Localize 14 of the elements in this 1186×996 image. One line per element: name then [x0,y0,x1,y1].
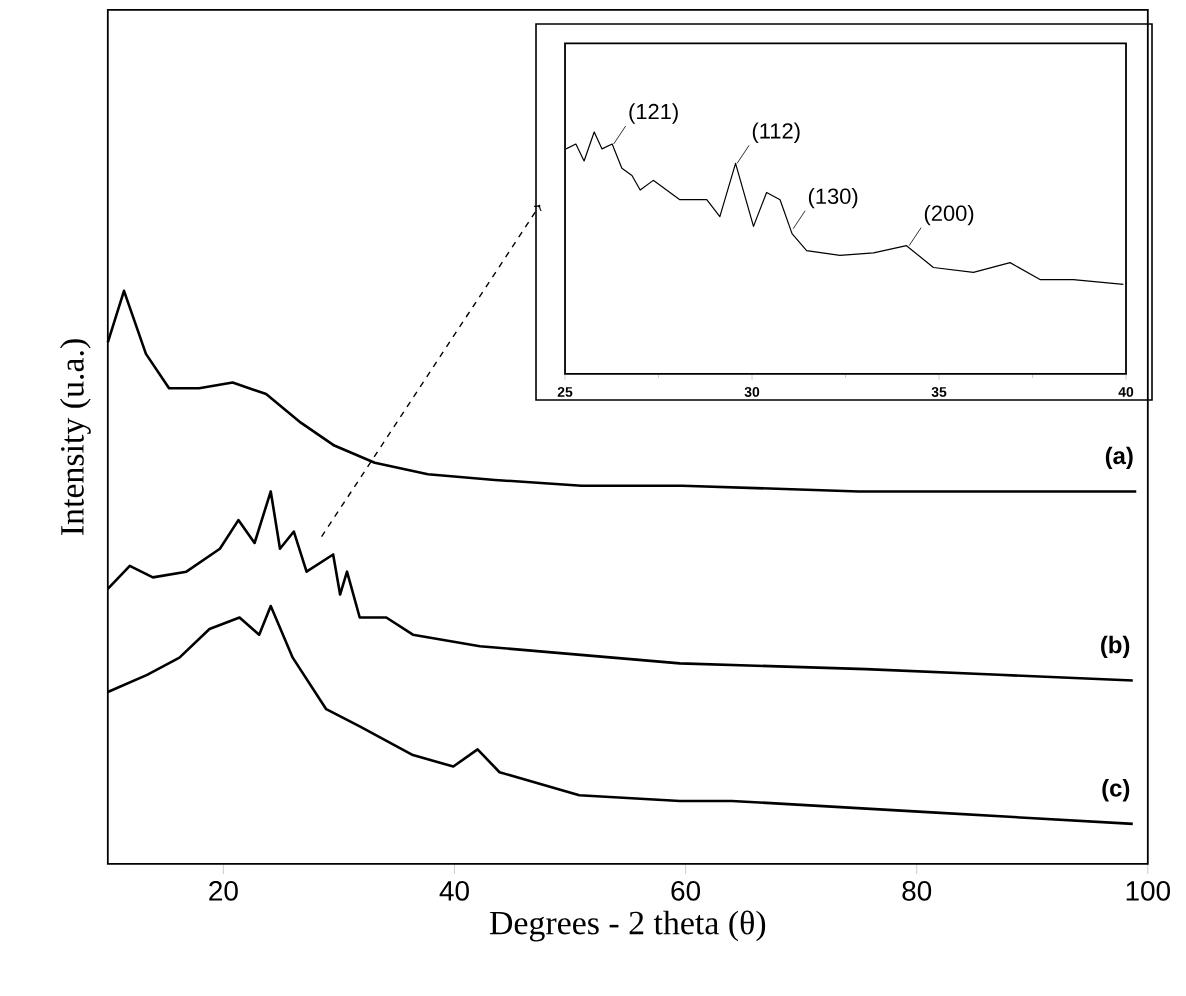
series-label: (b) [1101,635,1130,659]
x-tick-label: 40 [439,880,469,901]
x-axis-title: Degrees - 2 theta (θ) [489,910,766,942]
x-tick-label: 100 [1126,880,1170,901]
annotation: (112) [752,122,800,144]
annotation: (200) [924,204,974,226]
x-tick-label: 20 [209,880,238,901]
annotation: (130) [808,187,858,209]
x-tick-label: 60 [671,880,701,901]
y-axis-title: Intensity (u.a.) [59,339,91,535]
x-tick-label: 80 [902,880,932,901]
annotation: (121) [629,103,678,124]
series-label: (c) [1102,779,1130,802]
series-label: (a) [1105,446,1133,469]
